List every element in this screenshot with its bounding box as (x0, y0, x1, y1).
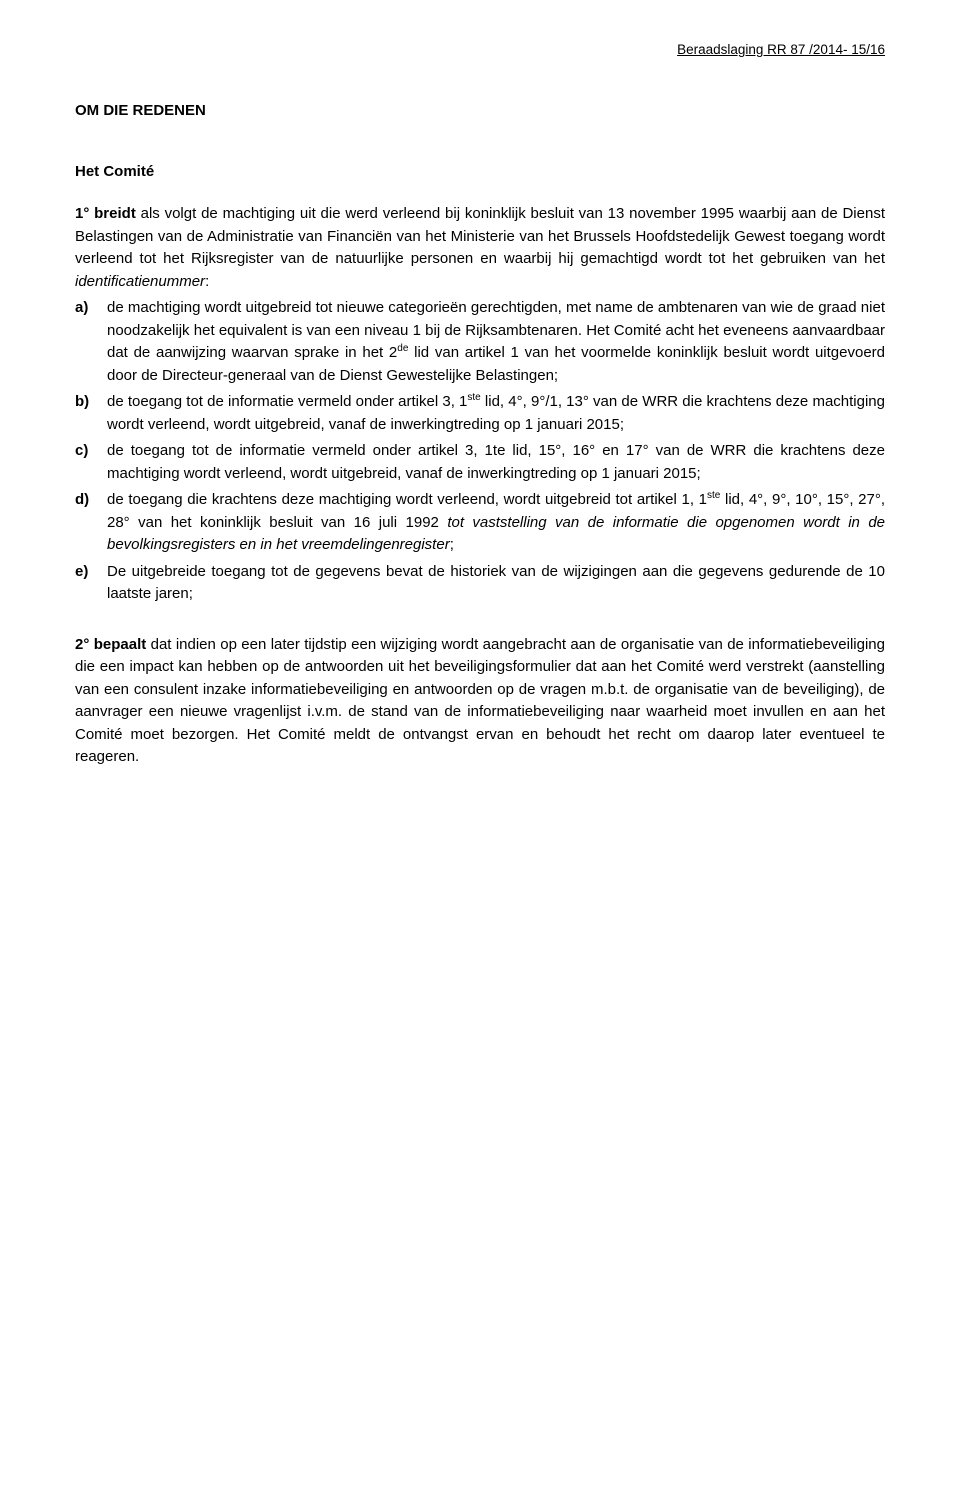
intro-text-c: : (205, 273, 209, 290)
marker-d: d) (75, 489, 107, 557)
document-page: Beraadslaging RR 87 /2014- 15/16 OM DIE … (0, 0, 960, 1485)
intro-text-a: als volgt de machtiging uit die werd ver… (75, 205, 885, 267)
lettered-list: a) de machtiging wordt uitgebreid tot ni… (75, 297, 885, 606)
list-item-b: b) de toegang tot de informatie vermeld … (75, 391, 885, 436)
body-d: de toegang die krachtens deze machtiging… (107, 489, 885, 557)
document-subtitle: Het Comité (75, 161, 885, 184)
list-item-d: d) de toegang die krachtens deze machtig… (75, 489, 885, 557)
list-item-e: e) De uitgebreide toegang tot de gegeven… (75, 561, 885, 606)
page-header: Beraadslaging RR 87 /2014- 15/16 (75, 40, 885, 60)
list-item-c: c) de toegang tot de informatie vermeld … (75, 440, 885, 485)
document-title: OM DIE REDENEN (75, 100, 885, 123)
body-a: de machtiging wordt uitgebreid tot nieuw… (107, 297, 885, 387)
body-e: De uitgebreide toegang tot de gegevens b… (107, 561, 885, 606)
item-d-p1: de toegang die krachtens deze machtiging… (107, 491, 707, 508)
intro-lead: 1° breidt (75, 205, 136, 222)
para2-rest: dat indien op een later tijdstip een wij… (75, 636, 885, 766)
paragraph-2: 2° bepaalt dat indien op een later tijds… (75, 634, 885, 769)
marker-e: e) (75, 561, 107, 606)
para2-lead: 2° bepaalt (75, 636, 146, 653)
marker-a: a) (75, 297, 107, 387)
item-b-sup: ste (467, 392, 480, 403)
marker-b: b) (75, 391, 107, 436)
marker-c: c) (75, 440, 107, 485)
item-a-sup: de (397, 343, 408, 354)
item-b-p1: de toegang tot de informatie vermeld ond… (107, 393, 467, 410)
item-d-p3: ; (450, 536, 454, 553)
list-item-a: a) de machtiging wordt uitgebreid tot ni… (75, 297, 885, 387)
body-c: de toegang tot de informatie vermeld ond… (107, 440, 885, 485)
item-d-sup: ste (707, 490, 720, 501)
body-b: de toegang tot de informatie vermeld ond… (107, 391, 885, 436)
intro-paragraph: 1° breidt als volgt de machtiging uit di… (75, 203, 885, 293)
intro-italic: identificatienummer (75, 273, 205, 290)
